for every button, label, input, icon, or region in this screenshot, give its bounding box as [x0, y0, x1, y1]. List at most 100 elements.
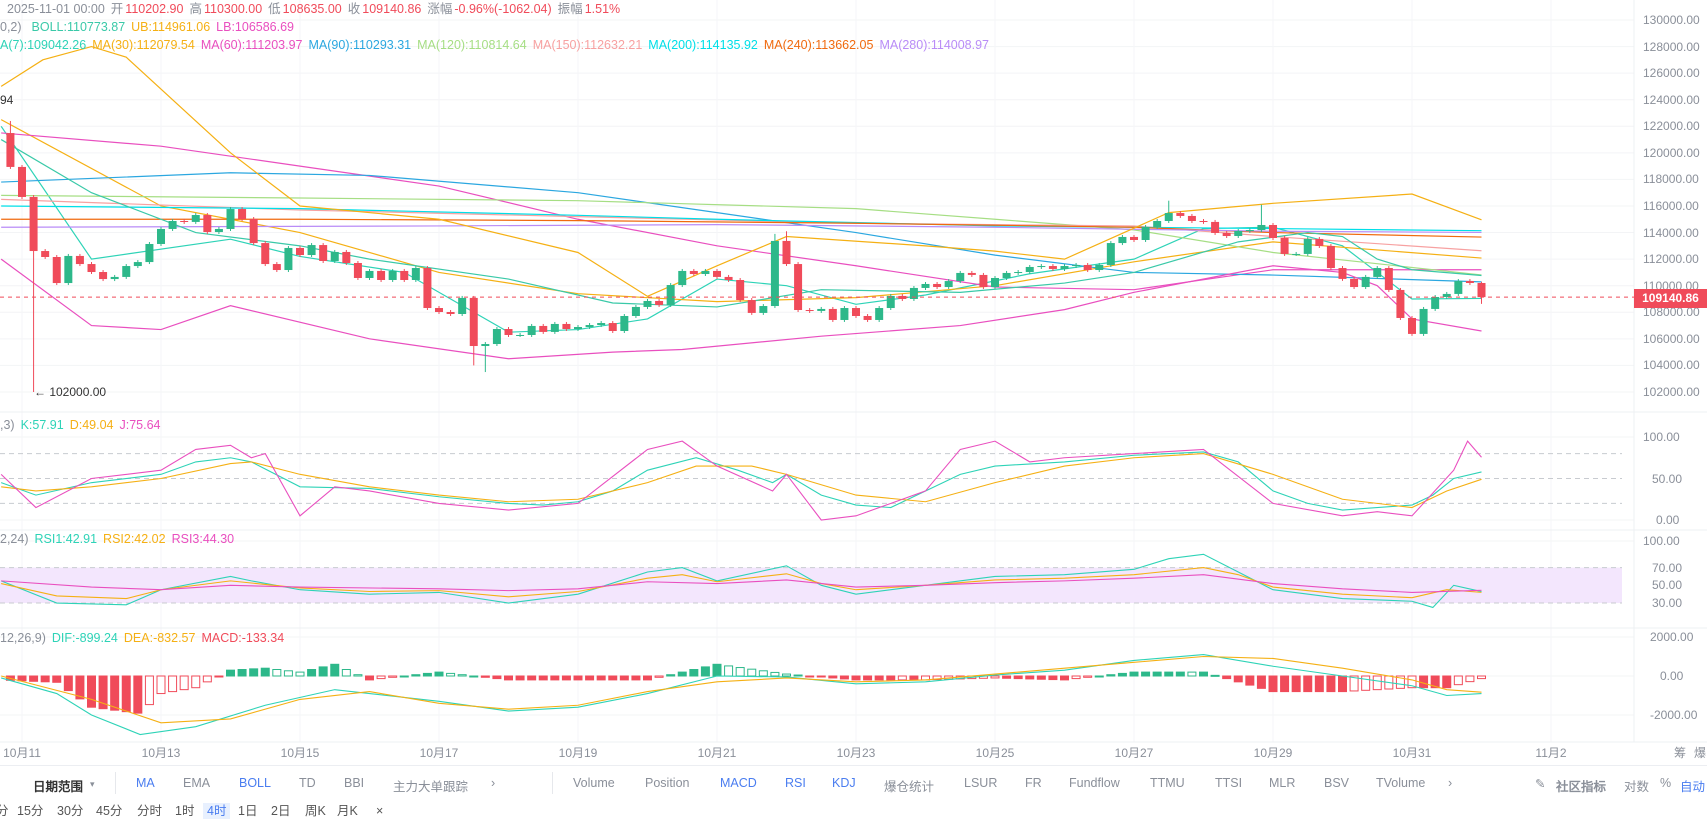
- candle-down: [863, 315, 872, 320]
- indicator-toggle-position[interactable]: Position: [645, 776, 690, 790]
- auto-scale-toggle[interactable]: 自动: [1680, 780, 1706, 794]
- candle-up: [1037, 266, 1046, 268]
- candle-up: [122, 266, 131, 277]
- indicator-toggle-fundflow[interactable]: Fundflow: [1069, 776, 1120, 790]
- ma-legend-item: A(7):109042.26: [0, 38, 87, 52]
- candle-down: [238, 209, 247, 220]
- liquidation-label[interactable]: 爆: [1693, 746, 1707, 760]
- candle-down: [1338, 268, 1347, 279]
- candle-up: [191, 215, 200, 222]
- macd-histogram-bar: [422, 672, 432, 677]
- timeframe-分[interactable]: 分: [0, 804, 9, 818]
- candle-up: [365, 270, 374, 278]
- close-timeframes-button[interactable]: ×: [376, 804, 384, 818]
- candle-up: [817, 308, 826, 311]
- candle-up: [1014, 272, 1023, 274]
- candle-down: [446, 312, 455, 314]
- timeframe-15分[interactable]: 15分: [17, 804, 44, 818]
- chips-label[interactable]: 筹: [1673, 746, 1687, 760]
- macd-histogram-bar: [365, 675, 374, 681]
- indicator-toggle-rsi[interactable]: RSI: [785, 776, 806, 790]
- timeframe-周K[interactable]: 周K: [305, 804, 326, 818]
- overlay-toggle-ma[interactable]: MA: [136, 776, 155, 790]
- ma-legend-item: MA(60):111203.97: [200, 38, 303, 52]
- timeframe-分时[interactable]: 分时: [137, 804, 163, 818]
- candle-down: [29, 196, 38, 252]
- macd-histogram-bar: [457, 674, 467, 677]
- indicator-toggle-macd[interactable]: MACD: [720, 776, 757, 790]
- overlay-toggle-ema[interactable]: EMA: [183, 776, 211, 790]
- indicator-toggle-ttmu[interactable]: TTMU: [1150, 776, 1185, 790]
- macd-axis-0: 0.00: [1660, 669, 1684, 683]
- indicator-toggle-ttsi[interactable]: TTSI: [1215, 776, 1243, 790]
- macd-histogram-bar: [1083, 675, 1093, 678]
- overlay-toggle-boll[interactable]: BOLL: [239, 776, 271, 790]
- rsi2-line: [1, 567, 1482, 600]
- boll-param: 0,2): [0, 20, 22, 34]
- overlay-toggle-主力大单跟踪[interactable]: 主力大单跟踪: [393, 780, 469, 794]
- macd-histogram-bar: [237, 669, 247, 677]
- indicator-toggle-volume[interactable]: Volume: [573, 776, 615, 790]
- timeframe-1日[interactable]: 1日: [238, 804, 258, 818]
- time-axis-label: 10月19: [558, 746, 598, 760]
- timeframe-4时[interactable]: 4时: [203, 803, 231, 819]
- macd-histogram-bar: [816, 675, 826, 678]
- indicator-toggle-fr[interactable]: FR: [1025, 776, 1042, 790]
- indicator-toggle-bsv[interactable]: BSV: [1324, 776, 1350, 790]
- kdj-k: K:57.91: [20, 418, 64, 432]
- chevron-right-icon[interactable]: ›: [491, 776, 496, 790]
- timeframe-1时[interactable]: 1时: [175, 804, 195, 818]
- macd-histogram-bar: [295, 671, 305, 677]
- candle-down: [319, 245, 328, 261]
- macd-histogram-bar: [700, 666, 710, 677]
- overlay-toggle-td[interactable]: TD: [299, 776, 316, 790]
- timeframe-30分[interactable]: 30分: [57, 804, 84, 818]
- chart-canvas[interactable]: [0, 0, 1707, 765]
- candle-up: [620, 315, 629, 332]
- date-range-button[interactable]: 日期范围: [33, 780, 84, 794]
- high-price-marker: 94: [0, 93, 14, 107]
- rsi1-line: [0, 553, 1482, 609]
- candle-up: [1060, 266, 1069, 269]
- candle-down: [75, 255, 84, 265]
- macd-histogram-bar: [1106, 674, 1116, 677]
- macd-histogram-bar: [469, 675, 479, 678]
- macd-histogram-bar: [29, 675, 39, 682]
- candle-down: [1408, 317, 1416, 334]
- macd-histogram-bar: [179, 675, 189, 691]
- timeframe-2日[interactable]: 2日: [271, 804, 291, 818]
- chevron-right-icon[interactable]: ›: [1448, 776, 1453, 790]
- indicator-toggle-lsur[interactable]: LSUR: [964, 776, 998, 790]
- open-label: 开: [110, 2, 124, 16]
- timeframe-45分[interactable]: 45分: [96, 804, 123, 818]
- indicator-toggle-mlr[interactable]: MLR: [1269, 776, 1296, 790]
- macd-histogram-bar: [631, 675, 641, 681]
- macd-histogram-bar: [1372, 675, 1382, 691]
- macd-histogram-bar: [805, 675, 815, 678]
- edit-icon[interactable]: ✎: [1535, 777, 1546, 791]
- candle-up: [1257, 224, 1266, 231]
- community-indicators-button[interactable]: 社区指标: [1556, 780, 1607, 794]
- candle-down: [782, 240, 791, 265]
- ma-legend-item: MA(120):110814.64: [417, 38, 527, 52]
- candle-up: [875, 308, 884, 320]
- candle-up: [284, 247, 293, 271]
- macd-histogram-bar: [399, 675, 409, 678]
- macd-histogram-bar: [990, 675, 1000, 679]
- candle-up: [64, 255, 73, 284]
- divider: [552, 772, 553, 794]
- percent-scale-toggle[interactable]: %: [1660, 776, 1672, 790]
- indicator-toggle-爆仓统计[interactable]: 爆仓统计: [884, 780, 935, 794]
- timeframe-月K[interactable]: 月K: [337, 804, 358, 818]
- log-scale-toggle[interactable]: 对数: [1624, 780, 1650, 794]
- chevron-down-icon[interactable]: ▾: [90, 779, 95, 789]
- indicator-toggle-kdj[interactable]: KDJ: [832, 776, 856, 790]
- candle-down: [1222, 232, 1231, 237]
- indicator-toggle-tvolume[interactable]: TVolume: [1376, 776, 1426, 790]
- candle-down: [724, 276, 733, 280]
- kdj-axis-100: 100.00: [1643, 430, 1680, 444]
- open-value: 110202.90: [125, 2, 184, 16]
- price-axis-label: 112000.00: [1643, 252, 1699, 267]
- overlay-toggle-bbi[interactable]: BBI: [344, 776, 365, 790]
- price-axis-label: 128000.00: [1643, 39, 1700, 54]
